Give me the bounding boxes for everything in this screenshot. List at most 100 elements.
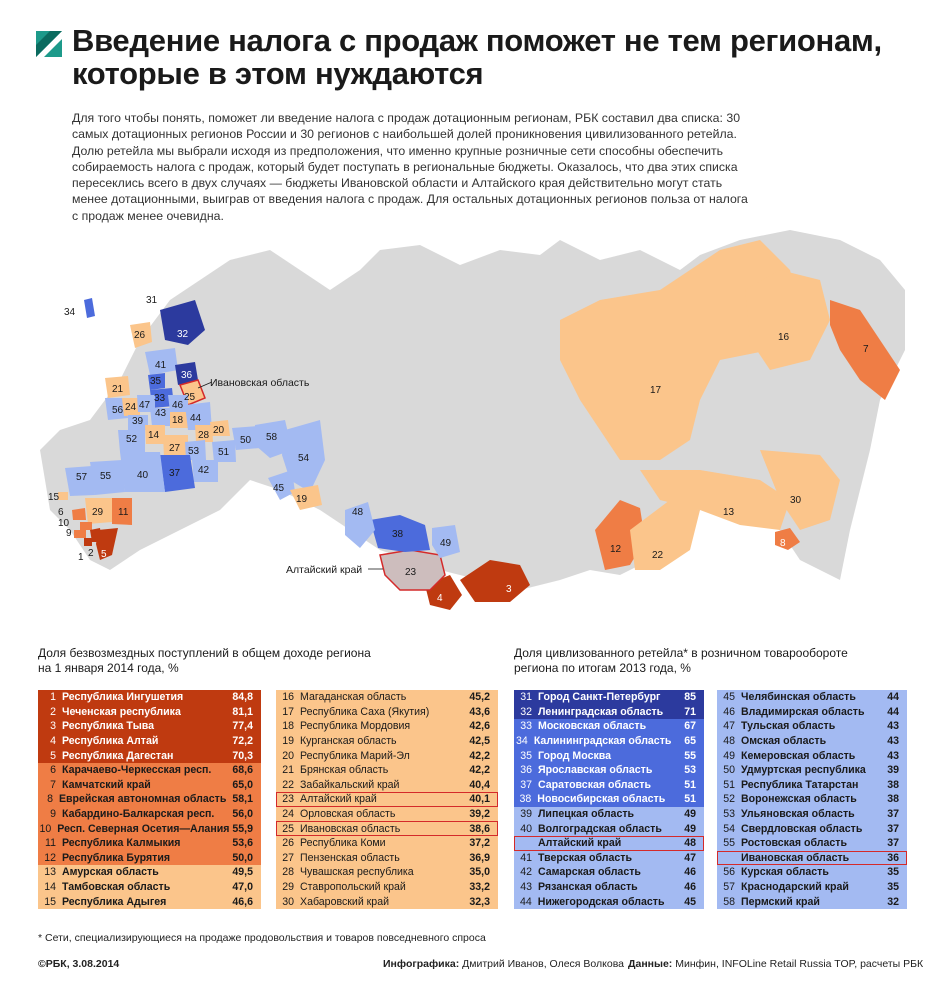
table-row: 22 Забайкальский край 40,4 — [276, 778, 498, 793]
row-name: Волгоградская область — [538, 822, 662, 835]
table-row: 50 Удмуртская республика 39 — [717, 763, 907, 778]
row-value: 49 — [684, 822, 696, 835]
table-row: 13 Амурская область 49,5 — [38, 865, 261, 880]
map-label-5: 5 — [101, 549, 107, 560]
map-label-52: 52 — [126, 434, 138, 445]
row-name: Пермский край — [741, 895, 820, 908]
region-40 — [120, 452, 165, 492]
row-number: 9 — [50, 808, 56, 821]
region-52 — [118, 430, 145, 452]
region-6 — [72, 508, 86, 520]
region-10 — [80, 522, 92, 530]
row-number: 23 — [282, 793, 294, 806]
row-name: Ростовская область — [741, 837, 847, 850]
row-name: Амурская область — [62, 866, 159, 879]
table-row: 56 Курская область 35 — [717, 865, 907, 880]
subsidy-heading-line1: Доля безвозмездных поступлений в общем д… — [38, 646, 371, 660]
region-47 — [137, 395, 155, 412]
map-label-48: 48 — [352, 507, 364, 518]
table-row: 26 Республика Коми 37,2 — [276, 836, 498, 851]
map-label-37: 37 — [169, 468, 181, 479]
map-label-46: 46 — [172, 400, 184, 411]
table-row: 8 Еврейская автономная область 58,1 — [38, 792, 261, 807]
map-label-42: 42 — [198, 465, 210, 476]
row-value: 46 — [684, 866, 696, 879]
row-number: 32 — [520, 705, 532, 718]
row-number: 14 — [44, 881, 56, 894]
map-label-40: 40 — [137, 470, 149, 481]
map-label-53: 53 — [188, 446, 200, 457]
table-row: Ивановская область 36 — [717, 850, 907, 866]
row-name: Орловская область — [300, 808, 396, 821]
region-36 — [175, 362, 198, 385]
map-label-58: 58 — [266, 432, 278, 443]
row-name: Алтайский край — [300, 793, 377, 806]
map-label-11: 11 — [118, 507, 129, 518]
row-name: Тверская область — [538, 851, 632, 864]
row-value: 40,4 — [469, 778, 490, 791]
map-label-38: 38 — [392, 529, 404, 540]
map-label-4: 4 — [437, 593, 443, 604]
row-name: Тамбовская область — [62, 881, 171, 894]
table-row: 52 Воронежская область 38 — [717, 792, 907, 807]
map-label-7: 7 — [863, 344, 869, 355]
region-54 — [282, 420, 325, 492]
row-number: 55 — [723, 837, 735, 850]
region-9 — [74, 530, 86, 538]
row-name: Ярославская область — [538, 764, 653, 777]
table-row: 6 Карачаево-Черкесская респ. 68,6 — [38, 762, 261, 778]
row-number: 29 — [282, 881, 294, 894]
row-number: 34 — [516, 735, 528, 748]
table-row: 42 Самарская область 46 — [514, 865, 704, 880]
map-label-21: 21 — [112, 384, 124, 395]
row-number: 16 — [282, 691, 294, 704]
map-label-31: 31 — [146, 295, 158, 306]
region-20 — [210, 420, 230, 436]
row-name: Московская область — [538, 720, 647, 733]
region-7 — [830, 300, 900, 400]
row-number: 54 — [723, 822, 735, 835]
row-value: 40,1 — [469, 793, 490, 806]
row-value: 36,9 — [469, 851, 490, 864]
region-50 — [232, 426, 260, 450]
table-row: 36 Ярославская область 53 — [514, 762, 704, 778]
row-number: 1 — [50, 691, 56, 704]
table-row: 55 Ростовская область 37 — [717, 836, 907, 851]
row-number: 15 — [44, 895, 56, 908]
row-number: 52 — [723, 793, 735, 806]
row-name: Ивановская область — [300, 822, 401, 835]
table-row: 54 Свердловская область 37 — [717, 821, 907, 836]
region-8 — [775, 528, 800, 550]
row-number: 8 — [47, 793, 53, 806]
row-value: 46,6 — [232, 895, 253, 908]
region-45 — [268, 470, 295, 500]
map-label-43: 43 — [155, 408, 167, 419]
table-row: 16 Магаданская область 45,2 — [276, 690, 498, 705]
row-value: 50,0 — [232, 851, 253, 864]
row-name: Ставропольский край — [300, 881, 406, 894]
row-number: 33 — [520, 720, 532, 733]
map-label-10: 10 — [58, 518, 70, 529]
region-37 — [160, 455, 195, 492]
row-name: Омская область — [741, 735, 827, 748]
row-number: 35 — [520, 749, 532, 762]
subsidy-table-2: 16 Магаданская область 45,2 17 Республика Са… — [276, 690, 498, 909]
map-label-23: 23 — [405, 567, 417, 578]
row-number: 39 — [520, 808, 532, 821]
row-value: 32 — [887, 895, 899, 908]
row-name: Город Москва — [538, 749, 612, 762]
region-16 — [745, 270, 830, 370]
row-number: 7 — [50, 778, 56, 791]
map-label-19: 19 — [296, 494, 308, 505]
region-17 — [560, 240, 800, 460]
row-name: Республика Дагестан — [62, 749, 174, 762]
copyright: ©РБК, 3.08.2014 — [38, 958, 120, 970]
table-row: 1 Республика Ингушетия 84,8 — [38, 690, 261, 705]
region-15 — [58, 492, 68, 500]
row-number: 13 — [44, 866, 56, 879]
row-value: 45,2 — [469, 691, 490, 704]
row-name: Рязанская область — [538, 881, 638, 894]
table-row: 28 Чувашская республика 35,0 — [276, 865, 498, 880]
table-row: 3 Республика Тыва 77,4 — [38, 719, 261, 734]
row-name: Магаданская область — [300, 691, 407, 704]
